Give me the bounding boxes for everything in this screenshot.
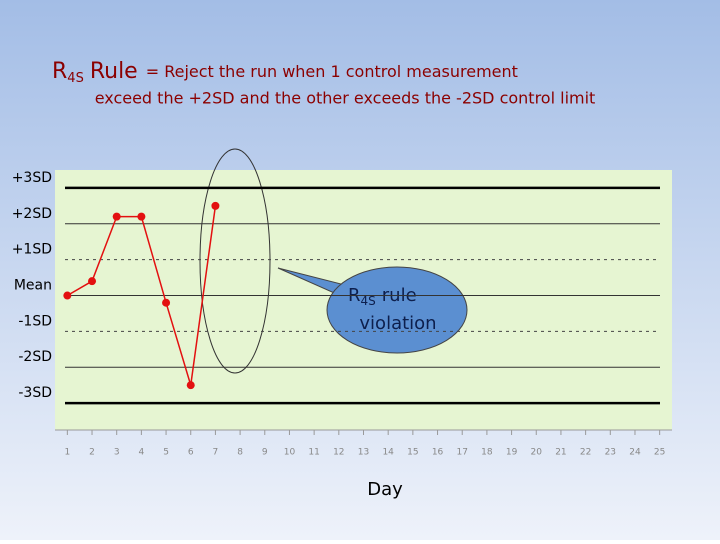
x-tick-label: 13 [358, 448, 369, 458]
x-tick-label: 25 [654, 448, 665, 458]
x-tick-label: 11 [308, 448, 319, 458]
data-point [63, 291, 72, 300]
x-tick-label: 21 [555, 448, 566, 458]
y-tick-label: +3SD [12, 170, 52, 186]
x-tick-label: 23 [605, 448, 616, 458]
data-point [186, 381, 195, 390]
x-tick-label: 9 [262, 448, 268, 458]
x-tick-label: 15 [407, 448, 418, 458]
callout-bubble [326, 266, 468, 354]
data-point [112, 212, 121, 221]
x-tick-label: 20 [531, 448, 543, 458]
x-tick-label: 4 [139, 448, 145, 458]
highlight-ellipse [199, 148, 271, 374]
title-part: = Reject the run when 1 control measurem… [146, 62, 518, 81]
subtitle: exceed the +2SD and the other exceeds th… [95, 89, 596, 108]
y-tick-label: Mean [14, 278, 52, 294]
x-tick-label: 18 [481, 448, 493, 458]
callout-text: R4S rule [348, 285, 417, 308]
callout-text: violation [359, 313, 436, 334]
x-tick-label: 16 [432, 448, 444, 458]
x-tick-label: 12 [333, 448, 344, 458]
title-part: R [52, 59, 67, 84]
title-part: Rule [90, 59, 138, 84]
x-tick-label: 24 [629, 448, 641, 458]
x-tick-label: 3 [114, 448, 120, 458]
callout-part: 4S [361, 294, 376, 308]
x-tick-label: 2 [89, 448, 95, 458]
y-tick-label: +2SD [12, 206, 52, 222]
y-tick-label: -2SD [18, 349, 52, 365]
y-tick-label: -3SD [18, 385, 52, 401]
x-tick-label: 1 [64, 448, 70, 458]
y-tick-label: +1SD [12, 242, 52, 258]
x-tick-label: 22 [580, 448, 591, 458]
x-tick-label: 19 [506, 448, 518, 458]
x-tick-label: 6 [188, 448, 194, 458]
x-tick-label: 5 [163, 448, 169, 458]
x-tick-label: 17 [456, 448, 467, 458]
data-point [137, 212, 146, 221]
data-point [211, 201, 220, 210]
y-tick-label: -1SD [18, 313, 52, 329]
x-axis-label: Day [367, 479, 403, 500]
data-point [88, 277, 97, 286]
x-tick-label: 7 [213, 448, 219, 458]
title-part: 4S [67, 71, 84, 86]
x-tick-label: 10 [284, 448, 296, 458]
data-point [162, 298, 171, 307]
x-tick-label: 14 [382, 448, 394, 458]
x-tick-label: 8 [237, 448, 243, 458]
chart-title: R4S Rule = Reject the run when 1 control m… [52, 59, 518, 86]
